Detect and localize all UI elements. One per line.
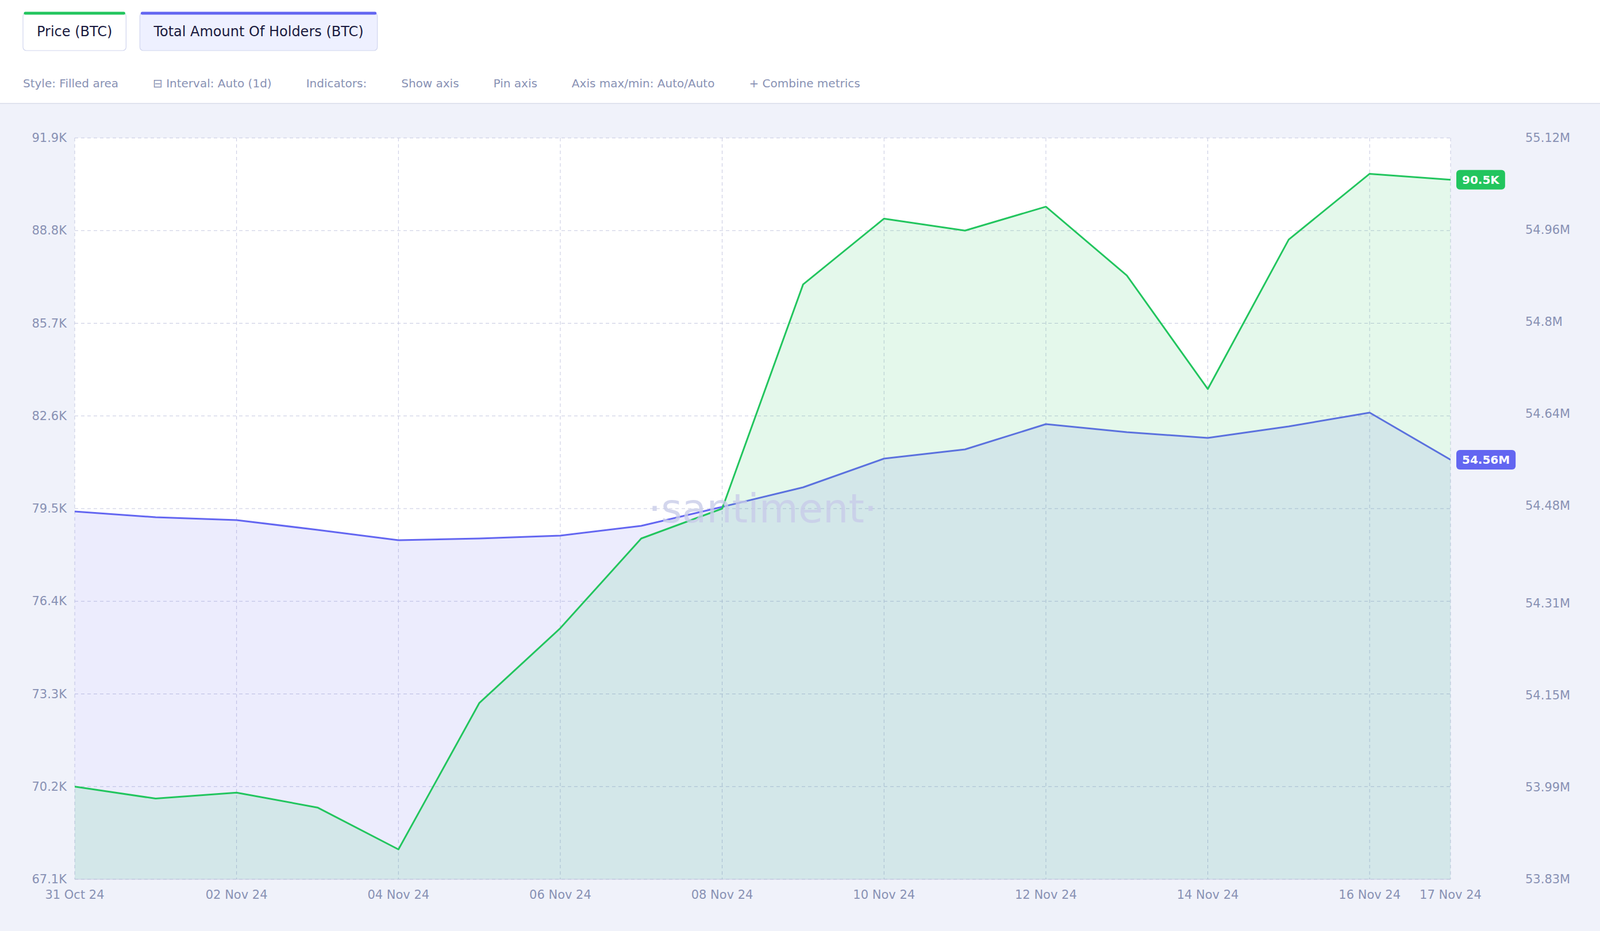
x-tick-label: 12 Nov 24	[1014, 887, 1078, 902]
x-tick-label: 02 Nov 24	[205, 887, 268, 902]
value-label-text: 90.5K	[1462, 172, 1500, 187]
toolbar-text: Show axis	[401, 76, 459, 91]
toolbar-text: + Combine metrics	[748, 76, 860, 91]
toolbar-items: Style: Filled area ⊟ Interval: Auto (1d) I…	[22, 76, 861, 91]
y-tick-label: 70.2K	[31, 779, 68, 794]
y2-tick-label: 54.31M	[1525, 596, 1571, 611]
y-tick-label: 91.9K	[31, 131, 68, 145]
y-tick-label: 67.1K	[31, 872, 68, 887]
legend-label: Price (BTC)	[36, 23, 113, 40]
y2-tick-label: 53.99M	[1525, 780, 1571, 795]
value-label: 54.56M	[1456, 450, 1516, 470]
y-tick-label: 73.3K	[31, 687, 68, 702]
x-tick-label: 06 Nov 24	[529, 887, 592, 902]
toolbar-separator	[0, 102, 1600, 105]
area-fill	[74, 173, 1451, 880]
y2-tick-label: 54.96M	[1525, 222, 1571, 237]
x-axis-line	[74, 879, 1451, 880]
x-tick-label: 31 Oct 24	[44, 887, 105, 902]
y2-tick-label: 54.8M	[1525, 314, 1563, 329]
x-tick-label: 14 Nov 24	[1177, 887, 1240, 902]
y2-tick-label: 54.64M	[1525, 406, 1571, 421]
y-tick-label: 82.6K	[31, 409, 68, 423]
x-tick-label: 16 Nov 24	[1338, 887, 1401, 902]
toolbar-text: ⊟ Interval: Auto (1d)	[152, 76, 272, 91]
legend-item: Total Amount Of Holders (BTC)	[139, 12, 378, 51]
value-label-box	[1456, 170, 1506, 190]
legend-item: Price (BTC)	[22, 12, 126, 51]
legend: Price (BTC) Total Amount Of Holders (BTC)	[22, 12, 378, 51]
value-label-text: 54.56M	[1462, 452, 1510, 467]
grid-line	[74, 230, 1451, 232]
grid-line	[74, 879, 1451, 880]
series-line	[74, 173, 1451, 850]
y-tick-label: 76.4K	[31, 594, 68, 609]
toolbar-text: Indicators:	[306, 76, 368, 91]
toolbar-text: Style: Filled area	[22, 76, 119, 91]
toolbar-text: Pin axis	[493, 76, 538, 91]
y2-tick-label: 55.12M	[1525, 131, 1571, 145]
grid-line	[74, 137, 1451, 139]
legend-tab	[139, 12, 378, 51]
y2-tick-label: 54.48M	[1525, 498, 1571, 513]
axes: 67.1K 70.2K 73.3K 76.4K 79.5K 82.6K 85.7K 88.8K…	[31, 131, 1571, 902]
header	[0, 0, 1600, 64]
x-tick-label: 10 Nov 24	[852, 887, 915, 902]
legend-label: Total Amount Of Holders (BTC)	[152, 23, 364, 40]
x-tick-label: 17 Nov 24	[1419, 887, 1482, 902]
legend-swatch	[141, 12, 375, 15]
y-tick-label: 85.7K	[31, 316, 68, 331]
y2-tick-label: 53.83M	[1525, 872, 1571, 887]
y-tick-label: 79.5K	[31, 501, 68, 516]
watermark: ·santiment·	[648, 485, 878, 533]
x-tick-label: 04 Nov 24	[367, 887, 430, 902]
y-tick-label: 88.8K	[31, 223, 68, 238]
legend-swatch	[25, 12, 124, 15]
toolbar	[0, 63, 1600, 104]
toolbar-text: Axis max/min: Auto/Auto	[571, 76, 715, 91]
chart: 67.1K 70.2K 73.3K 76.4K 79.5K 82.6K 85.7K 88.8K…	[0, 0, 1600, 931]
x-tick-label: 08 Nov 24	[691, 887, 754, 902]
grid	[74, 137, 1451, 880]
marks	[74, 173, 1451, 880]
data-labels: 90.5K 54.56M	[1456, 170, 1516, 470]
value-label: 90.5K	[1456, 170, 1506, 190]
y2-tick-label: 54.15M	[1525, 688, 1571, 703]
legend-tab	[22, 12, 126, 51]
value-label-box	[1456, 450, 1516, 470]
plot-background	[74, 137, 1451, 880]
